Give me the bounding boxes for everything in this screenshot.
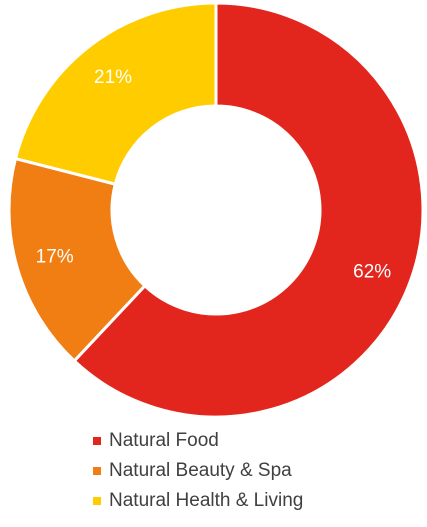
data-label-natural-food: 62% [353,261,391,282]
legend-swatch-natural-food [93,437,101,445]
slice-natural-beauty-spa [7,156,147,364]
slice-natural-health-living [13,1,218,186]
legend-swatch-natural-health-living [93,497,101,505]
legend-item-natural-beauty-spa: Natural Beauty & Spa [93,456,303,486]
slice-natural-food [72,1,425,419]
legend-item-natural-health-living: Natural Health & Living [93,486,303,516]
legend-label-natural-health-living: Natural Health & Living [109,490,304,511]
data-label-natural-beauty-spa: 17% [36,246,74,267]
legend: Natural Food Natural Beauty & Spa Natura… [93,426,303,516]
legend-item-natural-food: Natural Food [93,426,303,456]
donut-chart: 62% 17% 21% [7,1,425,419]
legend-swatch-natural-beauty-spa [93,467,101,475]
legend-label-natural-beauty-spa: Natural Beauty & Spa [109,460,292,481]
data-label-natural-health-living: 21% [94,67,132,88]
legend-label-natural-food: Natural Food [109,430,219,451]
